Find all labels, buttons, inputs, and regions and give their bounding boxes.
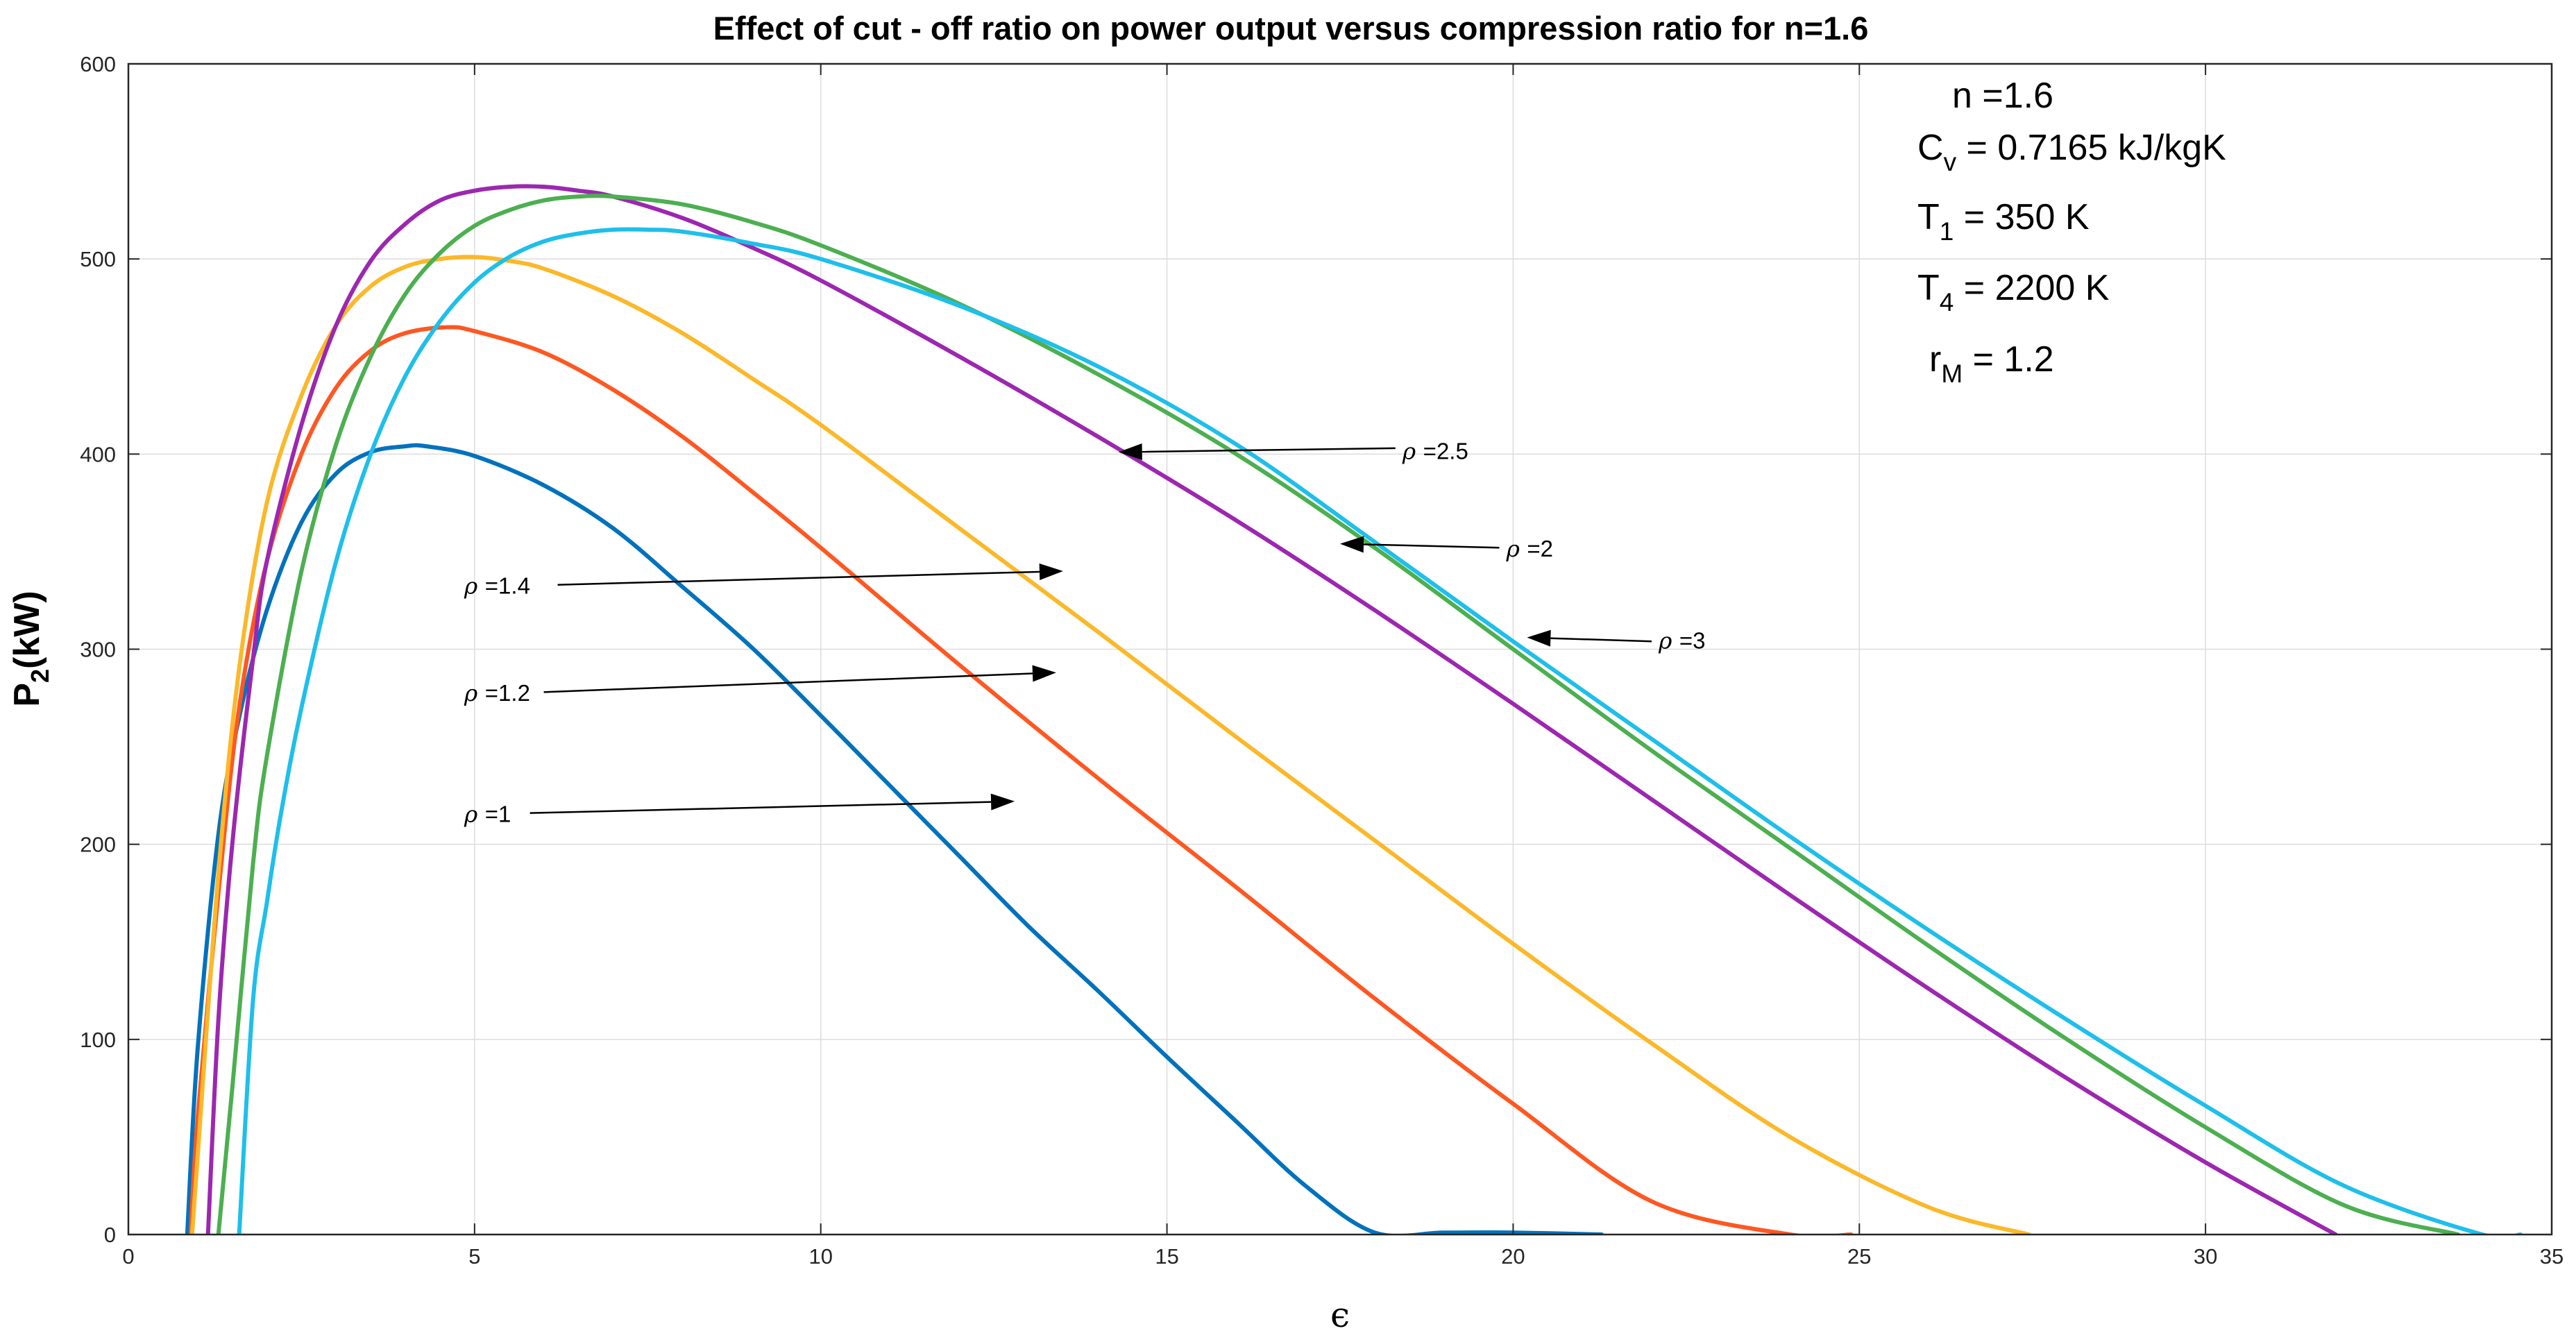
rho-label-1: ρ =1: [464, 800, 511, 827]
y-tick-label: 400: [80, 442, 116, 466]
x-tick-label: 25: [1847, 1244, 1871, 1269]
rho-label-2: ρ =1.2: [464, 679, 530, 706]
arrow-annotations: ρ =1 ρ =1.2 ρ =1.4 ρ =2.5 ρ =2 ρ =3: [464, 438, 1706, 828]
param-rm-rest: = 1.2: [1963, 339, 2054, 380]
x-tick-label: 10: [808, 1244, 832, 1269]
y-axis-label: P2(kW): [7, 591, 54, 706]
rho-label-5: ρ =2: [1505, 535, 1553, 562]
arrow-head-2: [1032, 665, 1056, 682]
x-tick-label: 0: [122, 1244, 134, 1269]
arrow-line-5: [1363, 543, 1500, 549]
param-t1-main: T: [1917, 197, 1940, 237]
x-tick-label: 35: [2540, 1244, 2564, 1269]
parameters-annotation: n =1.6 Cv = 0.7165 kJ/kgK T1 = 350 K T4 …: [1917, 76, 2226, 388]
arrow-line-3: [557, 570, 1040, 586]
param-rm-main: r: [1929, 339, 1941, 380]
arrow-line-2: [543, 672, 1033, 693]
rho-label-3: ρ =1.4: [464, 573, 530, 600]
arrow-head-3: [1039, 563, 1063, 580]
param-cv-sub: v: [1944, 148, 1957, 176]
arrow-head-6: [1527, 629, 1551, 647]
param-t4-rest: = 2200 K: [1954, 268, 2109, 308]
x-tick-label: 15: [1155, 1244, 1178, 1269]
y-tick-label: 500: [80, 247, 116, 271]
arrow-line-1: [529, 801, 992, 814]
ticks: 0 5 10 15 20 25 30 35 0 100 200 300 400 500 600: [80, 52, 2564, 1269]
arrow-head-4: [1118, 443, 1142, 461]
x-tick-label: 20: [1501, 1244, 1525, 1269]
x-tick-label: 30: [2194, 1244, 2217, 1269]
y-tick-label: 200: [80, 833, 116, 857]
param-rm: rM = 1.2: [1929, 339, 2054, 388]
param-rm-sub: M: [1941, 359, 1963, 388]
rho-label-4: ρ =2.5: [1402, 438, 1468, 465]
arrow-line-6: [1550, 637, 1652, 643]
param-t4-main: T: [1917, 268, 1940, 308]
arrow-head-1: [990, 793, 1015, 811]
x-axis-label: ϵ: [1330, 1295, 1350, 1335]
series-line-4: [205, 184, 2338, 1235]
y-tick-label: 300: [80, 638, 116, 662]
series-line-5: [216, 194, 2461, 1235]
series-line-2: [188, 325, 1854, 1235]
param-t1-rest: = 350 K: [1954, 197, 2089, 237]
arrow-line-4: [1142, 447, 1396, 453]
param-cv-main: C: [1917, 128, 1944, 168]
y-axis-label-sub: 2: [26, 669, 54, 683]
y-tick-label: 100: [80, 1028, 116, 1052]
series-line-1: [185, 443, 1604, 1235]
rho-label-6: ρ =3: [1658, 627, 1706, 654]
chart-title: Effect of cut - off ratio on power outpu…: [713, 10, 1869, 46]
param-t1-sub: 1: [1940, 217, 1954, 246]
y-axis-label-main: P: [7, 683, 47, 707]
arrow-head-5: [1340, 536, 1364, 553]
param-t4: T4 = 2200 K: [1917, 268, 2110, 316]
param-n: n =1.6: [1952, 76, 2053, 116]
param-t4-sub: 4: [1940, 288, 1954, 316]
y-tick-label: 0: [104, 1223, 116, 1247]
param-t1: T1 = 350 K: [1917, 197, 2090, 246]
y-axis-label-unit: (kW): [7, 591, 47, 669]
series-line-6: [237, 227, 2523, 1235]
y-tick-label: 600: [80, 52, 116, 76]
series-lines: [185, 184, 2523, 1235]
x-tick-label: 5: [468, 1244, 480, 1269]
param-cv: Cv = 0.7165 kJ/kgK: [1917, 128, 2226, 176]
series-line-3: [189, 255, 2031, 1235]
param-cv-rest: = 0.7165 kJ/kgK: [1956, 128, 2226, 168]
